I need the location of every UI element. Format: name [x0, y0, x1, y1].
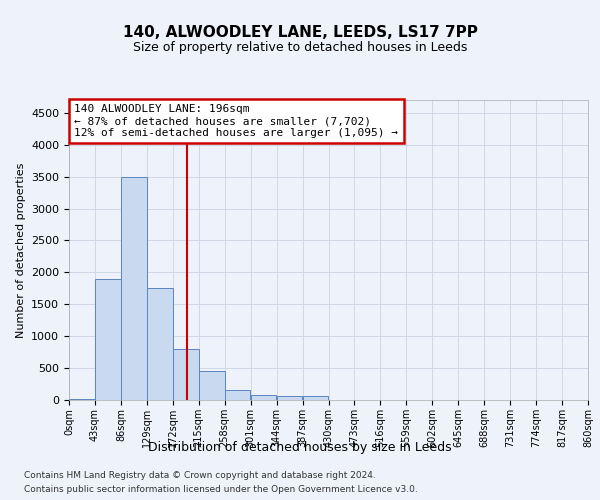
Text: Contains public sector information licensed under the Open Government Licence v3: Contains public sector information licen…	[24, 484, 418, 494]
Bar	[277, 396, 302, 400]
Text: Distribution of detached houses by size in Leeds: Distribution of detached houses by size …	[148, 441, 452, 454]
Text: Contains HM Land Registry data © Crown copyright and database right 2024.: Contains HM Land Registry data © Crown c…	[24, 472, 376, 480]
Bar	[225, 390, 250, 400]
Y-axis label: Number of detached properties: Number of detached properties	[16, 162, 26, 338]
Bar	[147, 288, 173, 400]
Bar	[95, 278, 121, 400]
Text: 140 ALWOODLEY LANE: 196sqm
← 87% of detached houses are smaller (7,702)
12% of s: 140 ALWOODLEY LANE: 196sqm ← 87% of deta…	[74, 104, 398, 138]
Bar	[199, 372, 224, 400]
Bar	[303, 396, 328, 400]
Text: 140, ALWOODLEY LANE, LEEDS, LS17 7PP: 140, ALWOODLEY LANE, LEEDS, LS17 7PP	[122, 25, 478, 40]
Text: Size of property relative to detached houses in Leeds: Size of property relative to detached ho…	[133, 41, 467, 54]
Bar	[121, 176, 146, 400]
Bar	[173, 349, 199, 400]
Bar	[251, 395, 277, 400]
